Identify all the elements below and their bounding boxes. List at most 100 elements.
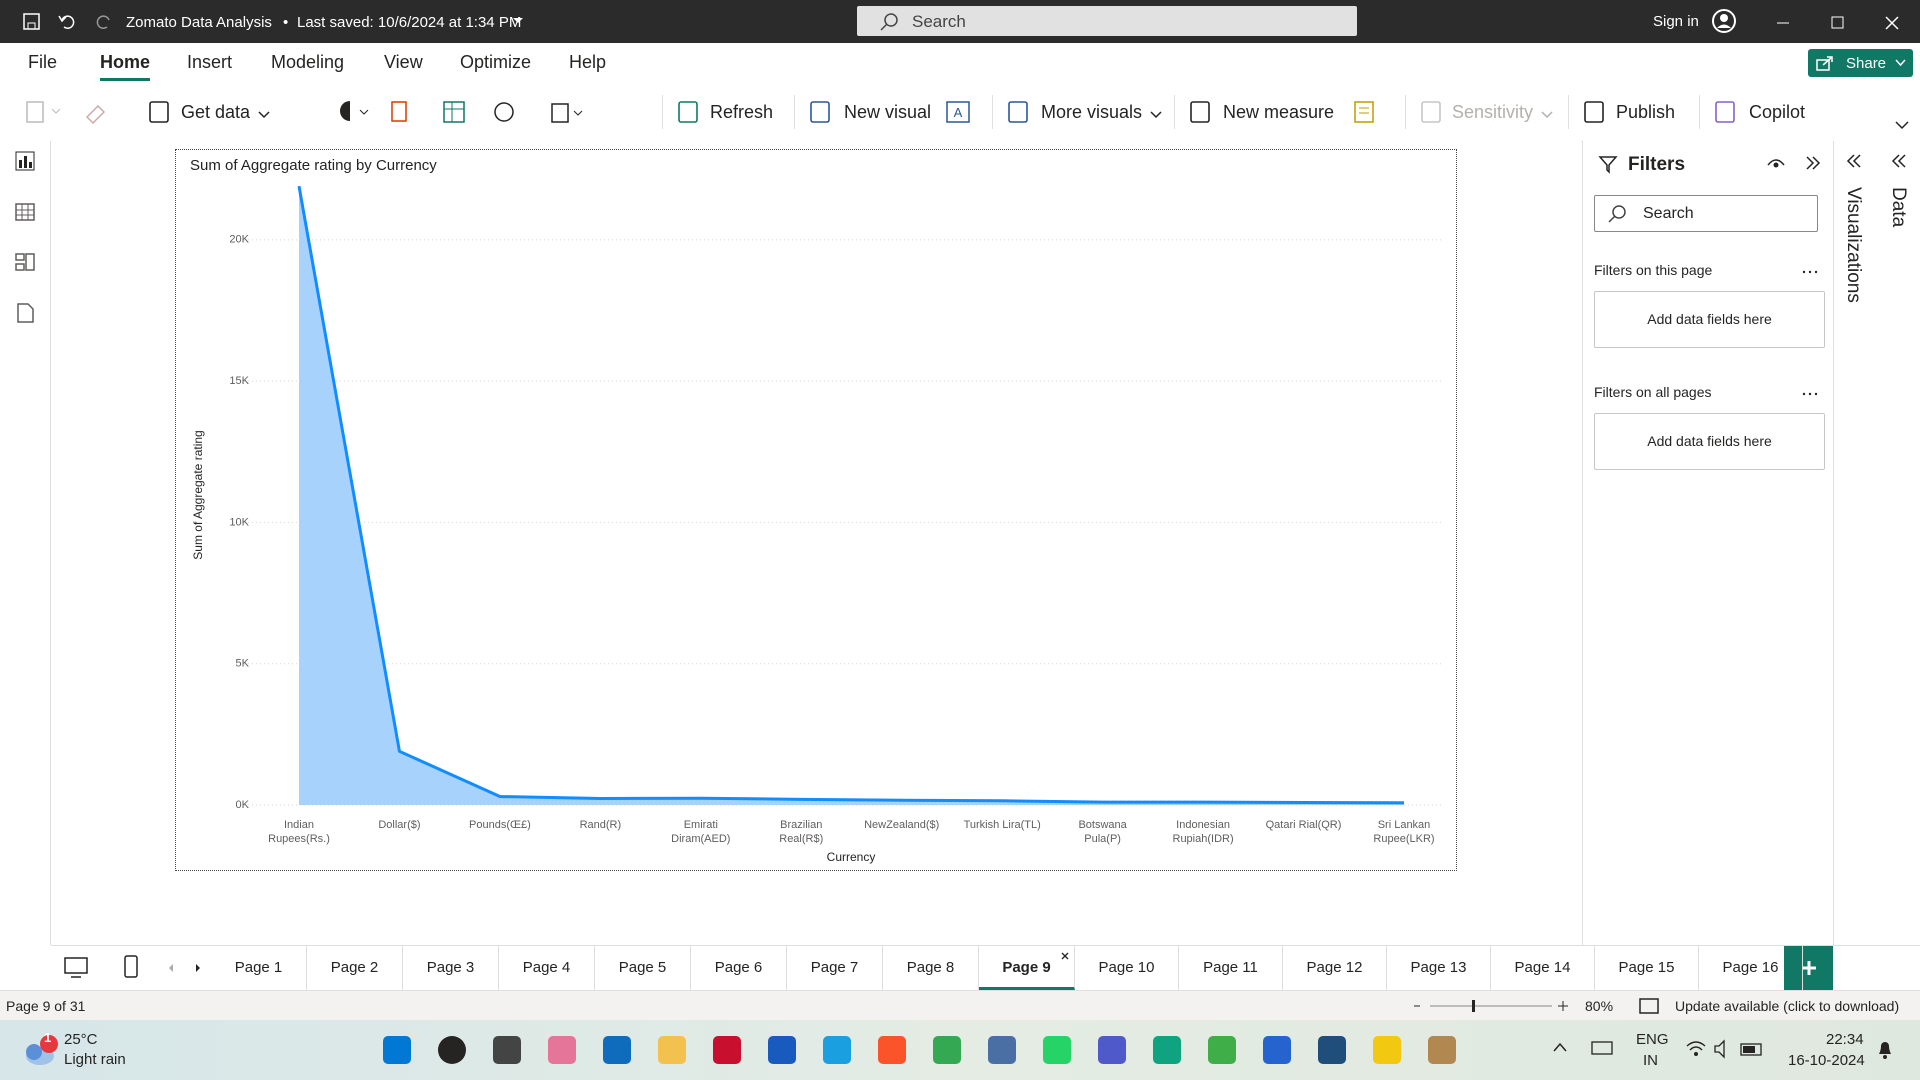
maximize-button[interactable] — [1830, 15, 1846, 31]
menu-tab[interactable]: Modeling — [271, 52, 345, 72]
page-tab[interactable]: Page 14 — [1491, 946, 1595, 990]
taskbar-app-icon[interactable] — [545, 1033, 579, 1067]
tray-overflow[interactable] — [1553, 1042, 1567, 1052]
taskbar-app-icon[interactable] — [600, 1033, 634, 1067]
ribbon-button[interactable]: New measure — [1223, 102, 1335, 122]
taskbar-app-icon[interactable] — [710, 1033, 744, 1067]
page-tab[interactable]: Page 15 — [1595, 946, 1699, 990]
area-chart-visual[interactable]: Sum of Aggregate rating by Currency Sum … — [175, 149, 1457, 871]
expand-icon[interactable] — [1890, 153, 1908, 169]
menu-tab[interactable]: File — [28, 52, 58, 72]
page-tab[interactable]: Page 5 — [595, 946, 691, 990]
system-tray-icons[interactable] — [1685, 1038, 1767, 1060]
last-saved[interactable]: Last saved: 10/6/2024 at 1:34 PM — [297, 14, 522, 31]
taskbar-app-icon[interactable] — [1205, 1033, 1239, 1067]
taskbar-app-icon[interactable] — [1315, 1033, 1349, 1067]
dropdown-icon[interactable] — [512, 17, 524, 25]
paste-icon[interactable] — [24, 99, 64, 125]
ribbon-button[interactable]: Get data — [181, 102, 251, 122]
ribbon-button[interactable]: Refresh — [710, 102, 774, 122]
visibility-icon[interactable] — [1766, 155, 1786, 171]
taskbar-app-icon[interactable] — [1260, 1033, 1294, 1067]
ribbon-button[interactable]: Publish — [1616, 102, 1676, 122]
page-tab[interactable]: Page 16 — [1699, 946, 1803, 990]
more-options[interactable] — [1802, 269, 1818, 275]
menu-tab[interactable]: Home — [100, 52, 151, 72]
filter-search-box[interactable]: Search — [1594, 195, 1818, 232]
taskbar-app-icon[interactable] — [490, 1033, 524, 1067]
new-page-button[interactable] — [1784, 946, 1833, 990]
mobile-layout-icon[interactable] — [123, 954, 139, 980]
page-tab[interactable]: Page 4 — [499, 946, 595, 990]
ribbon-button[interactable]: New visual — [844, 102, 932, 122]
ribbon-button[interactable]: Sensitivity — [1452, 102, 1534, 122]
input-language[interactable]: ENG — [1636, 1031, 1669, 1048]
data-source-icons[interactable] — [334, 99, 424, 125]
taskbar-app-icon[interactable] — [930, 1033, 964, 1067]
taskbar-app-icon[interactable] — [1095, 1033, 1129, 1067]
menu-tab[interactable]: Optimize — [460, 52, 532, 72]
page-tab[interactable]: Page 8 — [883, 946, 979, 990]
zoom-level[interactable]: 80% — [1585, 998, 1614, 1014]
table-view-icon[interactable] — [14, 201, 36, 223]
redo-icon[interactable] — [95, 12, 115, 32]
taskbar-app-icon[interactable] — [875, 1033, 909, 1067]
quick-measure-icon[interactable] — [1352, 99, 1378, 125]
fit-page-icon[interactable] — [1638, 997, 1660, 1015]
taskbar-app-icon[interactable] — [985, 1033, 1019, 1067]
more-options[interactable] — [1802, 391, 1818, 397]
model-view-icon[interactable] — [14, 251, 36, 273]
menu-tab[interactable]: Insert — [187, 52, 233, 72]
page-tab[interactable]: Page 9 — [979, 946, 1075, 990]
taskbar-app-icon[interactable] — [380, 1033, 414, 1067]
weather-icon[interactable] — [20, 1034, 60, 1068]
page-scroll-arrows[interactable] — [165, 961, 205, 975]
taskbar-app-icon[interactable] — [435, 1033, 469, 1067]
visualizations-pane-tab[interactable]: Visualizations — [1843, 187, 1864, 303]
update-notice[interactable]: Update available (click to download) — [1675, 998, 1900, 1014]
text-box-icon[interactable]: A — [945, 99, 971, 125]
page-tab[interactable]: Page 13 — [1387, 946, 1491, 990]
taskbar-app-icon[interactable] — [1040, 1033, 1074, 1067]
search-box[interactable]: Search — [857, 6, 1357, 36]
close-page-icon[interactable] — [1060, 951, 1070, 961]
desktop-layout-icon[interactable] — [63, 956, 91, 980]
report-view-icon[interactable] — [14, 150, 36, 172]
filter-well[interactable]: Add data fields here — [1594, 413, 1825, 470]
taskbar-app-icon[interactable] — [1425, 1033, 1459, 1067]
ribbon-button[interactable]: More visuals — [1041, 102, 1143, 122]
page-tab[interactable]: Page 3 — [403, 946, 499, 990]
taskbar-app-icon[interactable] — [655, 1033, 689, 1067]
page-tab[interactable]: Page 1 — [211, 946, 307, 990]
data-pane-tab[interactable]: Data — [1888, 187, 1909, 228]
taskbar-app-icon[interactable] — [820, 1033, 854, 1067]
keyboard-icon[interactable] — [1591, 1040, 1613, 1056]
page-tab[interactable]: Page 2 — [307, 946, 403, 990]
sign-in[interactable]: Sign in — [1653, 13, 1699, 30]
account-icon[interactable] — [1711, 8, 1737, 34]
save-icon[interactable] — [22, 12, 42, 32]
minimize-button[interactable] — [1775, 15, 1791, 31]
input-region[interactable]: IN — [1643, 1052, 1658, 1069]
ribbon-button[interactable]: Copilot — [1749, 102, 1806, 122]
page-tab[interactable]: Page 6 — [691, 946, 787, 990]
expand-icon[interactable] — [1845, 153, 1863, 169]
page-tab[interactable]: Page 10 — [1075, 946, 1179, 990]
collapse-filters-icon[interactable] — [1804, 155, 1822, 171]
query-icons[interactable] — [440, 99, 620, 125]
taskbar-app-icon[interactable] — [765, 1033, 799, 1067]
notification-bell[interactable] — [1876, 1038, 1894, 1060]
menu-tab[interactable]: View — [384, 52, 423, 72]
page-tab[interactable]: Page 11 — [1179, 946, 1283, 990]
page-tab[interactable]: Page 7 — [787, 946, 883, 990]
dax-query-icon[interactable] — [14, 302, 36, 324]
share-button[interactable]: Share — [1808, 49, 1913, 77]
ribbon-collapse-icon[interactable] — [1895, 121, 1909, 131]
menu-tab[interactable]: Help — [569, 52, 607, 72]
filter-well[interactable]: Add data fields here — [1594, 291, 1825, 348]
taskbar-app-icon[interactable] — [1150, 1033, 1184, 1067]
taskbar-app-icon[interactable] — [1370, 1033, 1404, 1067]
zoom-slider[interactable] — [1412, 997, 1570, 1015]
page-tab[interactable]: Page 12 — [1283, 946, 1387, 990]
format-painter-icon[interactable] — [84, 99, 110, 125]
